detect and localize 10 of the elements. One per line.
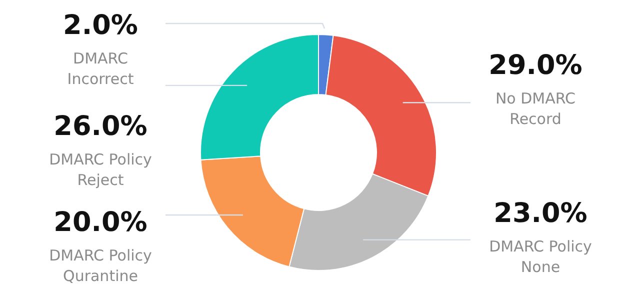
data-label: 20.0%: [54, 207, 148, 238]
slice-label: No DMARC Record: [495, 90, 576, 128]
data-label: 2.0%: [63, 10, 138, 41]
slice-label: DMARC Incorrect: [67, 50, 134, 88]
slice-label: DMARC Policy Reject: [49, 150, 152, 190]
slice-label: DMARC Policy None: [489, 238, 592, 276]
data-label: 26.0%: [54, 111, 148, 142]
data-label: 29.0%: [488, 50, 582, 81]
slice-label: DMARC Policy Qurantine: [49, 246, 152, 286]
data-label: 23.0%: [494, 198, 588, 229]
